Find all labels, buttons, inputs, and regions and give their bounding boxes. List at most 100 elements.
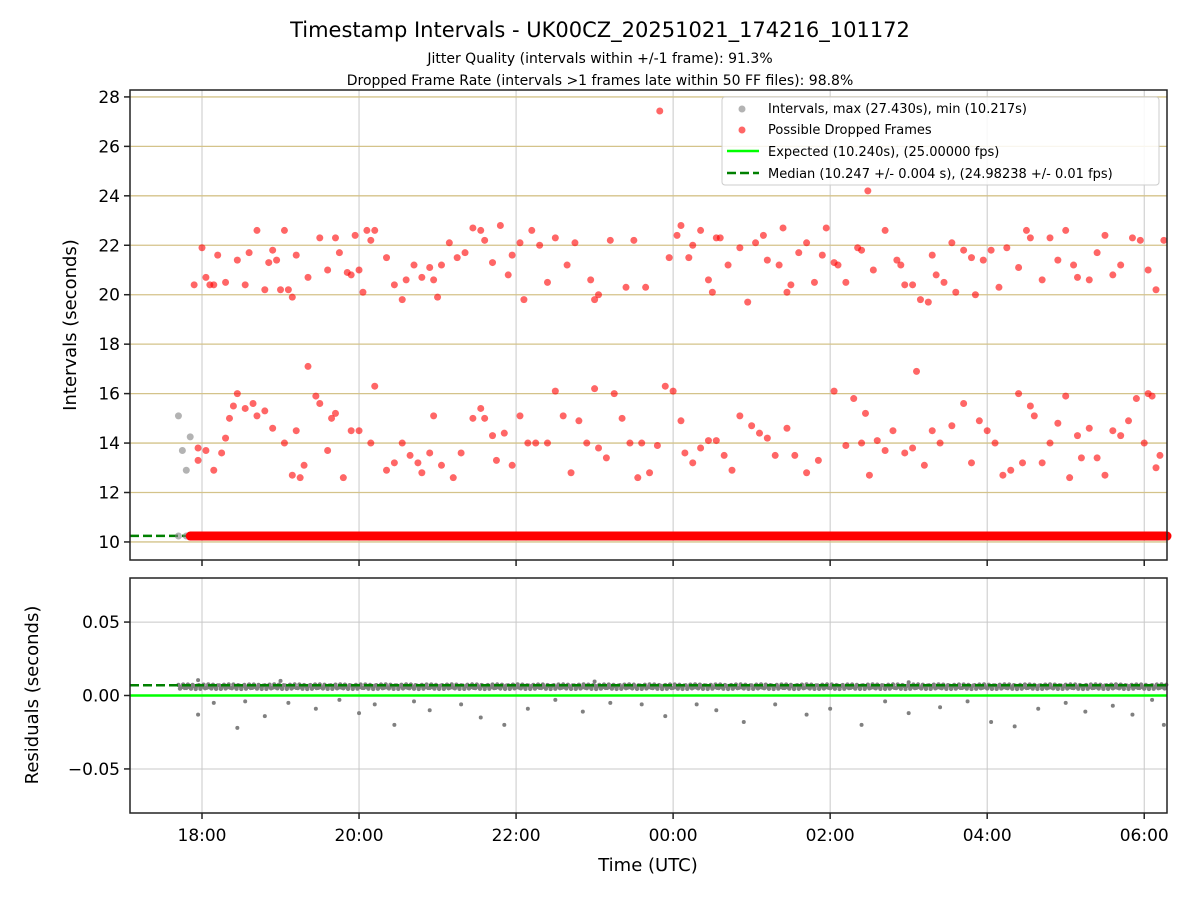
bottom-ticks: 18:00 20:00 22:00 00:00 02:00 04:00 06:00 0.05 0…: [68, 613, 1169, 846]
dropped-frame-point: [1101, 471, 1109, 479]
dropped-frame-point: [288, 293, 296, 301]
dropped-frame-point: [269, 246, 277, 254]
dropped-frame-point: [210, 281, 218, 289]
residual-point: [1076, 686, 1081, 691]
dropped-frame-point: [591, 385, 599, 393]
dropped-frame-point: [437, 261, 445, 269]
residual-point: [592, 679, 597, 684]
dropped-frame-point: [1085, 424, 1093, 432]
dropped-frame-point: [864, 187, 872, 195]
dropped-frame-point: [936, 439, 944, 447]
dropped-frame-point: [1152, 464, 1160, 472]
dropped-frame-point: [492, 456, 500, 464]
dropped-frame-point: [304, 273, 312, 281]
dropped-frame-point: [563, 261, 571, 269]
dropped-frame-point: [288, 471, 296, 479]
dropped-frame-point: [335, 249, 343, 257]
dropped-frame-point: [508, 461, 516, 469]
dropped-frame-point: [656, 107, 664, 115]
dropped-frame-point: [787, 281, 795, 289]
dropped-frame-point: [1117, 432, 1125, 440]
dropped-frame-point: [194, 456, 202, 464]
dropped-frame-point: [653, 442, 661, 450]
dropped-frame-point: [430, 412, 438, 420]
dropped-frame-point: [1062, 392, 1070, 400]
residual-point: [964, 686, 969, 691]
dropped-frame-point: [803, 469, 811, 477]
dropped-frame-point: [1117, 261, 1125, 269]
dropped-frame-point: [795, 249, 803, 257]
dropped-frame-point: [504, 271, 512, 279]
top-marks: [130, 107, 1172, 541]
dropped-frame-point: [960, 246, 968, 254]
residual-point: [807, 686, 812, 691]
residual-point: [278, 678, 283, 683]
dropped-frame-point: [763, 256, 771, 264]
dropped-frame-point: [355, 427, 363, 435]
xtick-label: 04:00: [963, 826, 1012, 846]
dropped-frame-point: [642, 283, 650, 291]
residual-point: [477, 686, 483, 691]
residual-point: [1030, 686, 1035, 691]
dropped-frame-point: [410, 261, 418, 269]
dropped-frame-point: [999, 471, 1007, 479]
chart-subtitle-2: Dropped Frame Rate (intervals >1 frames …: [347, 73, 854, 89]
dropped-frame-point: [418, 469, 426, 477]
legend-dropped-marker: [738, 126, 746, 134]
dropped-frame-point: [198, 244, 206, 252]
dropped-frame-point: [571, 239, 579, 247]
dropped-frame-point: [842, 278, 850, 286]
dropped-frame-point: [245, 249, 253, 257]
dropped-frame-point: [222, 278, 230, 286]
dropped-frame-point: [1144, 266, 1152, 274]
residual-point: [898, 686, 904, 691]
residual-point: [1096, 686, 1101, 691]
residual-point: [1063, 700, 1068, 705]
dropped-frame-point: [524, 439, 532, 447]
dropped-frame-point: [292, 427, 300, 435]
dropped-frame-point: [449, 474, 457, 482]
dropped-frame-point: [1026, 234, 1034, 242]
dropped-frame-point: [901, 449, 909, 457]
dropped-frame-point: [516, 412, 524, 420]
dropped-frame-point: [355, 266, 363, 274]
dropped-frame-point: [1109, 427, 1117, 435]
residual-point: [1022, 682, 1028, 687]
dropped-frame-point: [508, 251, 516, 259]
dropped-frame-point: [716, 234, 724, 242]
dropped-frame-point: [979, 256, 987, 264]
dropped-frame-point: [987, 246, 995, 254]
dropped-frame-point: [551, 387, 559, 395]
residual-point: [1101, 686, 1106, 692]
top-ytick-label: 22: [98, 236, 120, 256]
residual-point: [634, 686, 640, 692]
residual-point: [878, 686, 883, 691]
dropped-frame-point: [190, 281, 198, 289]
residual-point: [568, 686, 574, 692]
dropped-frame-point: [940, 278, 948, 286]
residual-point: [235, 725, 240, 730]
dropped-frame-point: [1054, 419, 1062, 427]
dropped-frame-point: [948, 422, 956, 430]
dropped-frame-point: [202, 446, 210, 454]
residual-point: [553, 697, 558, 702]
dropped-frame-point: [685, 254, 693, 262]
dropped-frame-point: [873, 437, 881, 445]
residual-point: [564, 686, 569, 691]
dropped-frame-point: [834, 261, 842, 269]
dropped-frame-point: [543, 439, 551, 447]
dropped-frame-point: [634, 474, 642, 482]
dropped-frame-point: [1136, 236, 1144, 244]
dropped-frame-point: [316, 399, 324, 407]
residual-point: [832, 686, 838, 691]
dropped-frame-point: [414, 459, 422, 467]
dropped-frame-point: [273, 256, 281, 264]
dropped-frame-point: [1022, 226, 1030, 234]
residual-point: [741, 719, 746, 724]
residual-point: [478, 715, 483, 720]
top-ylabel: Intervals (seconds): [60, 239, 81, 411]
residual-point: [502, 722, 507, 727]
dropped-frame-point: [909, 281, 917, 289]
dropped-frame-point: [1109, 271, 1117, 279]
dropped-frame-point: [673, 231, 681, 239]
